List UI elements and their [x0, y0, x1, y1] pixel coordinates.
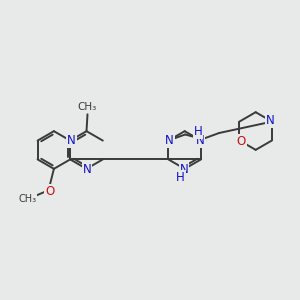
Text: H: H	[194, 125, 202, 138]
Text: N: N	[180, 163, 189, 176]
Text: O: O	[237, 135, 246, 148]
Text: H: H	[176, 171, 185, 184]
Text: N: N	[67, 134, 76, 147]
Text: N: N	[196, 134, 204, 147]
Text: CH₃: CH₃	[18, 194, 36, 203]
Text: O: O	[45, 185, 55, 198]
Text: N: N	[82, 163, 91, 176]
Text: CH₃: CH₃	[78, 102, 97, 112]
Text: N: N	[165, 134, 174, 147]
Text: N: N	[266, 114, 274, 127]
